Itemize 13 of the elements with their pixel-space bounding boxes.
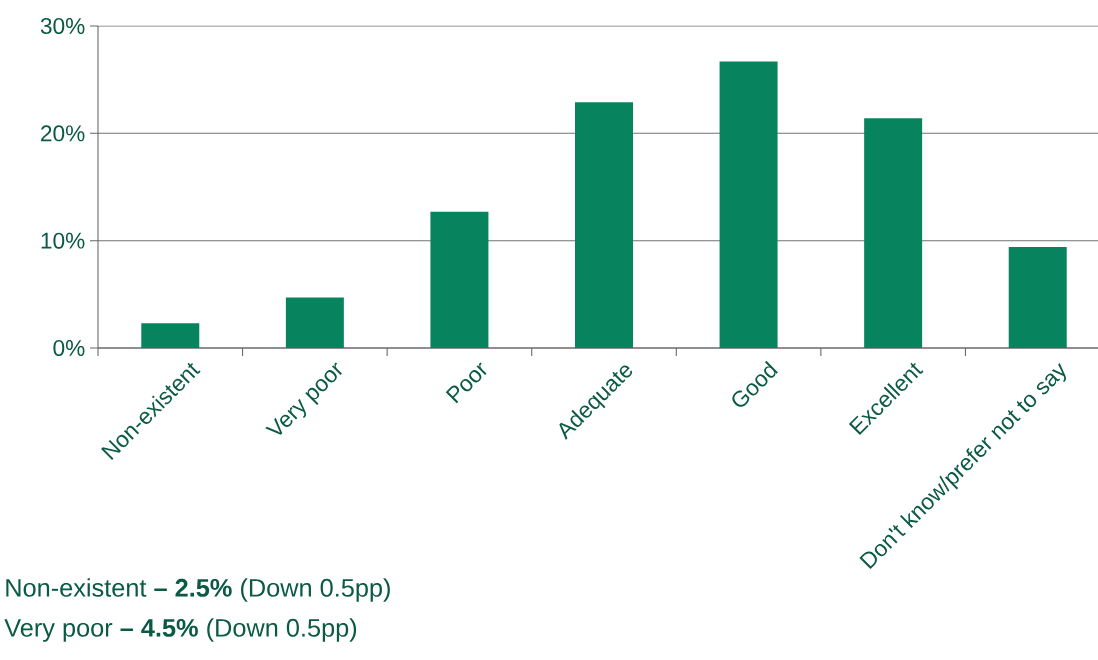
bar	[719, 61, 778, 348]
y-tick-label: 0%	[53, 339, 85, 357]
bar	[1008, 247, 1067, 348]
bar	[430, 211, 489, 348]
bar	[864, 118, 923, 348]
y-tick-label: 30%	[40, 17, 85, 35]
bar	[285, 297, 344, 348]
y-tick-label: 20%	[41, 125, 85, 142]
bar	[575, 102, 633, 348]
bar	[141, 323, 200, 348]
text: Very poor – 4.5% (Down 0.5pp)	[4, 618, 357, 642]
y-tick-label: 10%	[41, 232, 85, 249]
text: Non-existent – 2.5% (Down 0.5pp)	[6, 578, 390, 602]
